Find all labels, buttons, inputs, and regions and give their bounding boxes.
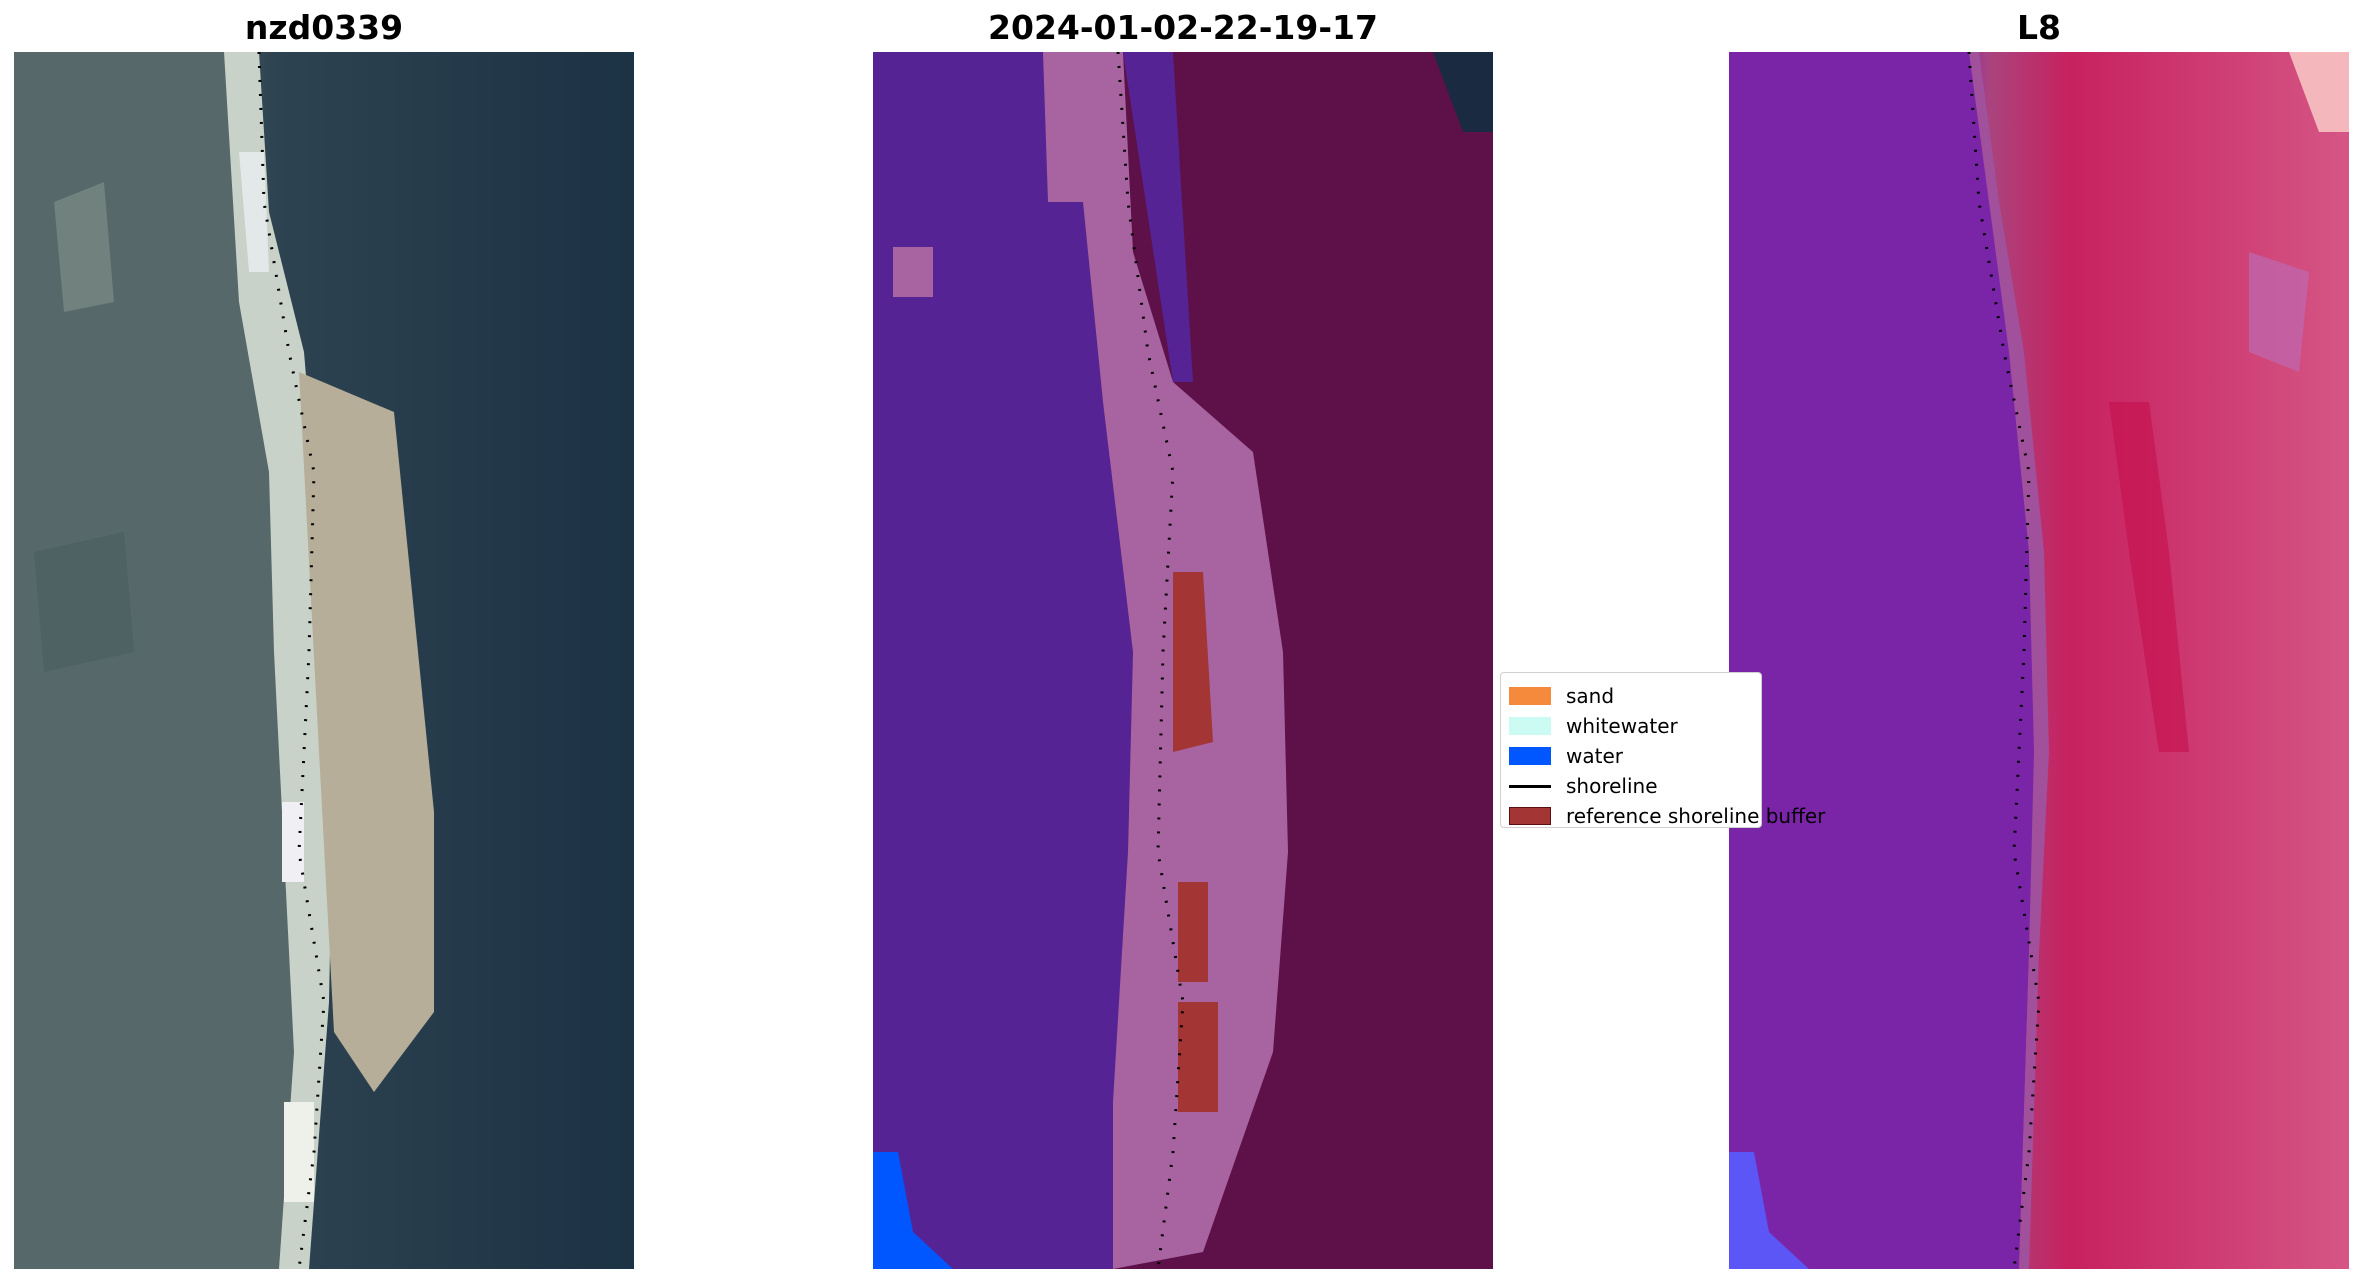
- classification-panel: [873, 52, 1493, 1269]
- index-image-panel: [1729, 52, 2349, 1269]
- legend: sand whitewater water shoreline referenc…: [1500, 672, 1825, 828]
- shoreline-line-swatch: [1509, 784, 1551, 788]
- panel-title-classification: 2024-01-02-22-19-17: [988, 8, 1378, 47]
- legend-item-whitewater: whitewater: [1509, 714, 1678, 738]
- legend-label-shoreline: shoreline: [1566, 774, 1658, 798]
- legend-item-water: water: [1509, 744, 1623, 768]
- panel-title-rgb: nzd0339: [244, 8, 404, 47]
- whitewater-swatch: [1509, 717, 1551, 735]
- classification-image: [873, 52, 1493, 1269]
- reference-buffer-swatch: [1509, 807, 1551, 825]
- legend-label-reference-shoreline-buffer: reference shoreline buffer: [1566, 804, 1826, 828]
- legend-label-water: water: [1566, 744, 1623, 768]
- water-swatch: [1509, 747, 1551, 765]
- sand-swatch: [1509, 687, 1551, 705]
- rgb-image-panel: [14, 52, 634, 1269]
- legend-item-sand: sand: [1509, 684, 1614, 708]
- panel-title-index: L8: [2017, 8, 2061, 47]
- rgb-image: [14, 52, 634, 1269]
- legend-label-whitewater: whitewater: [1566, 714, 1678, 738]
- legend-label-sand: sand: [1566, 684, 1615, 708]
- index-image: [1729, 52, 2349, 1269]
- legend-item-shoreline: shoreline: [1509, 774, 1658, 798]
- legend-item-reference-shoreline-buffer: reference shoreline buffer: [1509, 804, 1825, 828]
